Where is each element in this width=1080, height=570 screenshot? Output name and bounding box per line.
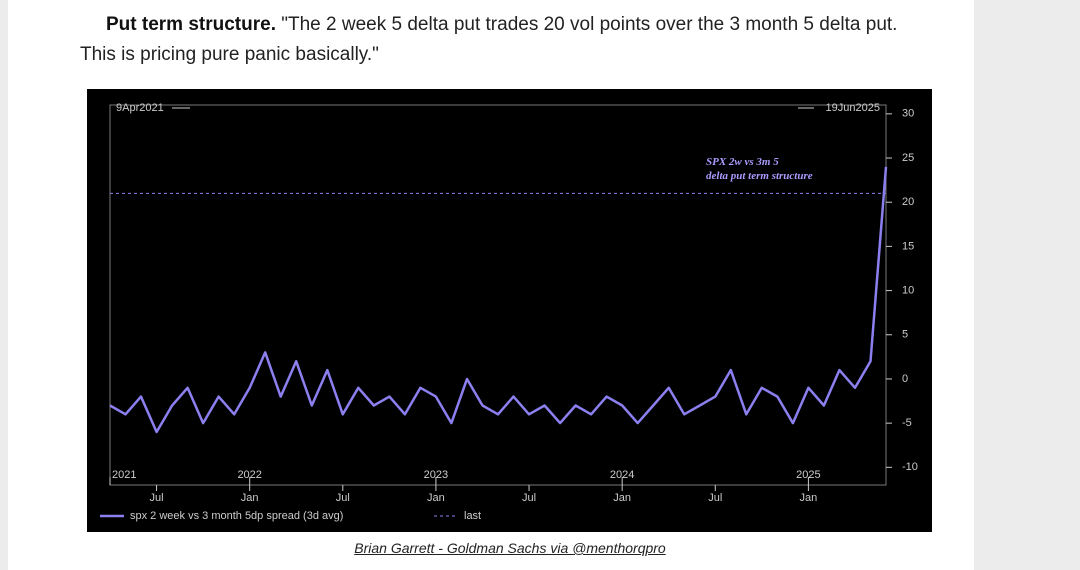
y-tick-label: 20	[902, 196, 914, 208]
x-tick-label: Jan	[613, 492, 631, 504]
y-tick-label: 10	[902, 284, 914, 296]
x-tick-label: Jul	[336, 492, 350, 504]
y-tick-label: 25	[902, 152, 914, 164]
annotation: SPX 2w vs 3m 5 delta put term structure	[706, 156, 813, 182]
x-tick-label: Jan	[427, 492, 445, 504]
end-label: 19Jun2025	[826, 102, 880, 114]
y-tick-label: -5	[902, 417, 912, 429]
quote: "The 2 week 5 delta put trades 20 vol po…	[80, 14, 898, 65]
y-tick-label: 5	[902, 329, 908, 341]
legend-label: spx 2 week vs 3 month 5dp spread (3d avg…	[130, 510, 343, 522]
heading: Put term structure. "The 2 week 5 delta …	[80, 10, 910, 70]
chart-background	[87, 89, 932, 532]
year-label: 2024	[610, 469, 634, 481]
year-label: 2022	[237, 469, 261, 481]
x-tick-label: Jul	[708, 492, 722, 504]
caption: Brian Garrett - Goldman Sachs via @menth…	[354, 540, 666, 556]
x-tick-label: Jan	[800, 492, 818, 504]
series-line	[109, 166, 888, 434]
y-tick-label: -10	[902, 461, 918, 473]
year-label: 2023	[424, 469, 448, 481]
x-tick-label: Jan	[241, 492, 259, 504]
plot-frame	[109, 104, 887, 486]
x-tick-label: Jul	[522, 492, 536, 504]
y-tick-label: 15	[902, 240, 914, 252]
legend-last-label: last	[464, 510, 481, 522]
year-label: 2025	[796, 469, 820, 481]
y-tick-label: 0	[902, 373, 908, 385]
x-tick-label: Jul	[150, 492, 164, 504]
heading-title: Put term structure.	[106, 14, 276, 35]
year-label: 2021	[112, 469, 136, 481]
y-tick-label: 30	[902, 108, 914, 120]
start-label: 9Apr2021	[116, 102, 164, 114]
